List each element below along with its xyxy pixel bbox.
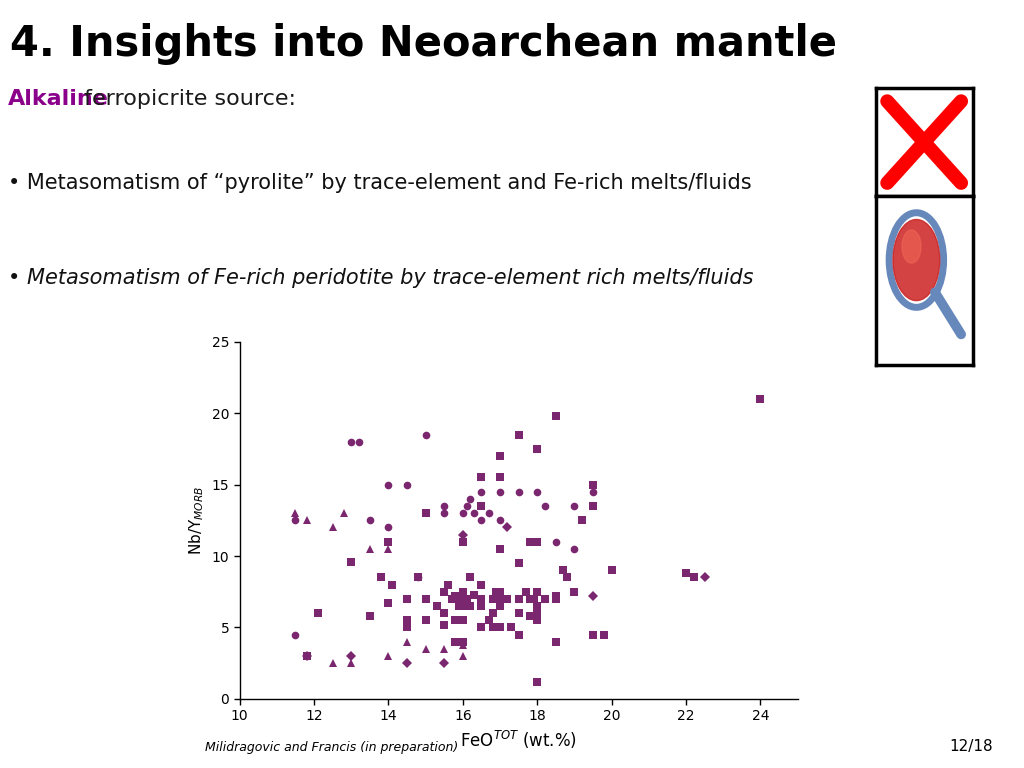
Text: ferropicrite source:: ferropicrite source: — [77, 89, 296, 109]
Text: Alkaline: Alkaline — [8, 89, 110, 109]
X-axis label: FeO$^{TOT}$ (wt.%): FeO$^{TOT}$ (wt.%) — [460, 729, 578, 751]
Text: 12/18: 12/18 — [949, 739, 993, 754]
Text: 4. Insights into Neoarchean mantle: 4. Insights into Neoarchean mantle — [10, 23, 838, 65]
Text: • Metasomatism of Fe-rich peridotite by trace-element rich melts/fluids: • Metasomatism of Fe-rich peridotite by … — [8, 268, 754, 288]
Circle shape — [902, 230, 921, 263]
Text: • Metasomatism of “pyrolite” by trace-element and Fe-rich melts/fluids: • Metasomatism of “pyrolite” by trace-el… — [8, 173, 752, 193]
Text: Milidragovic and Francis (in preparation): Milidragovic and Francis (in preparation… — [205, 741, 458, 754]
Circle shape — [893, 220, 940, 300]
Y-axis label: Nb/Y$_{MORB}$: Nb/Y$_{MORB}$ — [187, 485, 206, 555]
